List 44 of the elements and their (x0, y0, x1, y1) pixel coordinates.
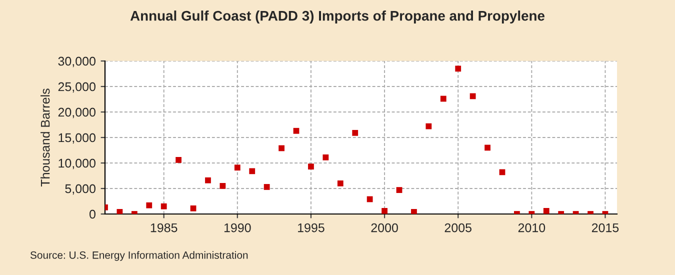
x-tick-label: 2005 (444, 223, 472, 232)
y-tick-label: 10,000 (58, 158, 96, 170)
point (146, 202, 152, 208)
point (440, 96, 446, 102)
point (116, 209, 123, 214)
source-note: Source: U.S. Energy Information Administration (30, 251, 248, 261)
point (543, 208, 550, 214)
x-tick-label: 2015 (592, 223, 619, 232)
x-tick-label: 2000 (371, 223, 398, 232)
point (220, 183, 226, 189)
point (470, 93, 476, 100)
point (366, 196, 373, 202)
point (337, 180, 344, 186)
point (278, 145, 284, 152)
point (455, 66, 462, 72)
x-tick-label: 1990 (224, 223, 251, 232)
y-tick-label: 0 (90, 210, 96, 219)
y-tick-label: 30,000 (58, 56, 96, 68)
y-axis-title: Thousand Barrels (40, 88, 50, 187)
x-tick-label: 1985 (150, 223, 178, 232)
point (484, 144, 490, 151)
point (234, 164, 240, 171)
point (264, 184, 270, 190)
y-tick-label: 25,000 (58, 82, 96, 93)
point (176, 156, 182, 163)
point (411, 209, 417, 214)
point (205, 177, 211, 184)
x-tick-label: 1995 (298, 223, 324, 232)
point (352, 130, 358, 136)
point (249, 168, 256, 174)
point (322, 154, 329, 160)
point (190, 205, 196, 212)
point (293, 128, 300, 134)
y-tick-label: 20,000 (58, 108, 96, 118)
chart-title: Annual Gulf Coast (PADD 3) Imports of Propane and Propylene (130, 10, 544, 24)
point (308, 164, 314, 170)
point (426, 123, 432, 130)
y-tick-label: 15,000 (58, 133, 96, 144)
point (499, 169, 506, 176)
y-tick-label: 5,000 (65, 184, 96, 195)
point (396, 187, 402, 193)
x-tick-label: 2010 (518, 223, 546, 232)
point (160, 203, 167, 210)
point (382, 208, 388, 214)
